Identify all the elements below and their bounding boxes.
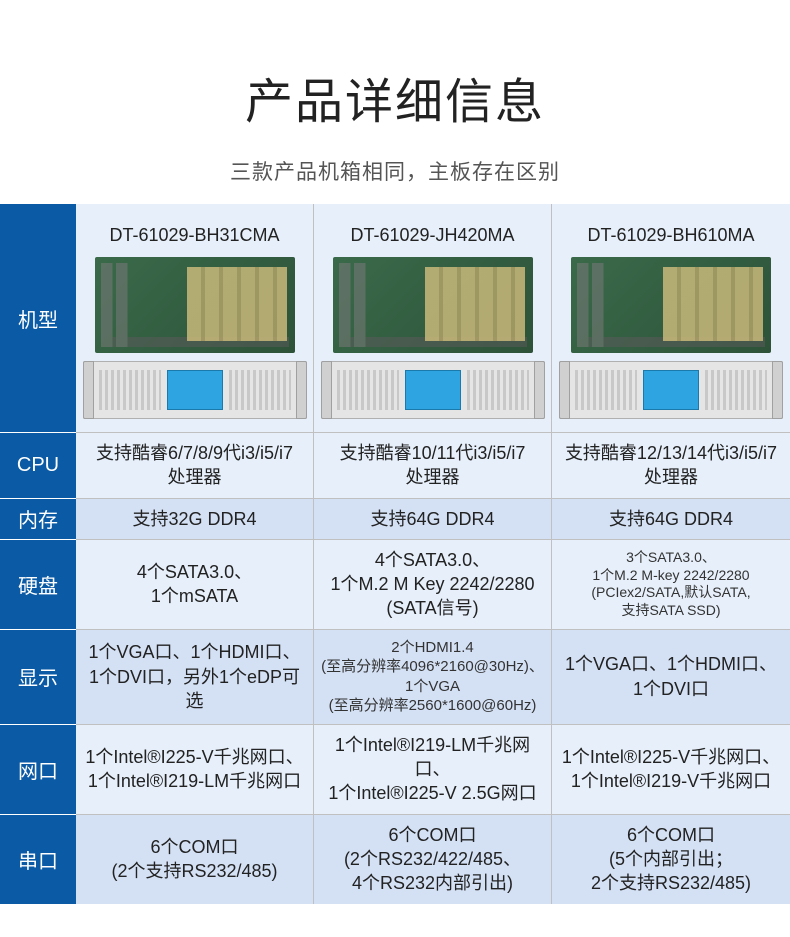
page: 产品详细信息 三款产品机箱相同，主板存在区别 机型 DT-61029-BH31C… bbox=[0, 0, 790, 904]
display-2: 1个VGA口、1个HDMI口、1个DVI口 bbox=[552, 629, 790, 724]
label-display: 显示 bbox=[0, 629, 76, 724]
label-model: 机型 bbox=[0, 204, 76, 432]
label-cpu: CPU bbox=[0, 432, 76, 498]
label-disk: 硬盘 bbox=[0, 539, 76, 629]
spec-table: 机型 DT-61029-BH31CMA DT-61029-JH420MA DT-… bbox=[0, 204, 790, 904]
serial-2: 6个COM口(5个内部引出；2个支持RS232/485) bbox=[552, 814, 790, 904]
serial-1: 6个COM口(2个RS232/422/485、4个RS232内部引出) bbox=[314, 814, 552, 904]
model-name-1: DT-61029-JH420MA bbox=[350, 223, 514, 247]
row-model: 机型 DT-61029-BH31CMA DT-61029-JH420MA DT-… bbox=[0, 204, 790, 432]
lan-0: 1个Intel®I225-V千兆网口、1个Intel®I219-LM千兆网口 bbox=[76, 724, 314, 814]
model-name-2: DT-61029-BH610MA bbox=[587, 223, 754, 247]
header: 产品详细信息 三款产品机箱相同，主板存在区别 bbox=[0, 0, 790, 204]
row-display: 显示 1个VGA口、1个HDMI口、1个DVI口，另外1个eDP可选 2个HDM… bbox=[0, 629, 790, 724]
label-serial: 串口 bbox=[0, 814, 76, 904]
page-title: 产品详细信息 bbox=[0, 62, 790, 132]
lan-2: 1个Intel®I225-V千兆网口、1个Intel®I219-V千兆网口 bbox=[552, 724, 790, 814]
model-name-0: DT-61029-BH31CMA bbox=[109, 223, 279, 247]
page-subtitle: 三款产品机箱相同，主板存在区别 bbox=[0, 156, 790, 186]
model-cell-0: DT-61029-BH31CMA bbox=[76, 204, 314, 432]
lan-1: 1个Intel®I219-LM千兆网口、1个Intel®I225-V 2.5G网… bbox=[314, 724, 552, 814]
model-cell-1: DT-61029-JH420MA bbox=[314, 204, 552, 432]
row-cpu: CPU 支持酷睿6/7/8/9代i3/i5/i7处理器 支持酷睿10/11代i3… bbox=[0, 432, 790, 498]
cpu-2: 支持酷睿12/13/14代i3/i5/i7处理器 bbox=[552, 432, 790, 498]
display-1: 2个HDMI1.4(至高分辨率4096*2160@30Hz)、1个VGA(至高分… bbox=[314, 629, 552, 724]
chassis-icon bbox=[83, 361, 307, 419]
memory-1: 支持64G DDR4 bbox=[314, 498, 552, 539]
motherboard-icon bbox=[333, 257, 533, 353]
motherboard-icon bbox=[95, 257, 295, 353]
chassis-icon bbox=[559, 361, 783, 419]
serial-0: 6个COM口(2个支持RS232/485) bbox=[76, 814, 314, 904]
model-cell-2: DT-61029-BH610MA bbox=[552, 204, 790, 432]
row-lan: 网口 1个Intel®I225-V千兆网口、1个Intel®I219-LM千兆网… bbox=[0, 724, 790, 814]
disk-1: 4个SATA3.0、1个M.2 M Key 2242/2280(SATA信号) bbox=[314, 539, 552, 629]
row-disk: 硬盘 4个SATA3.0、1个mSATA 4个SATA3.0、1个M.2 M K… bbox=[0, 539, 790, 629]
cpu-1: 支持酷睿10/11代i3/i5/i7处理器 bbox=[314, 432, 552, 498]
label-lan: 网口 bbox=[0, 724, 76, 814]
motherboard-icon bbox=[571, 257, 771, 353]
label-memory: 内存 bbox=[0, 498, 76, 539]
cpu-0: 支持酷睿6/7/8/9代i3/i5/i7处理器 bbox=[76, 432, 314, 498]
display-0: 1个VGA口、1个HDMI口、1个DVI口，另外1个eDP可选 bbox=[76, 629, 314, 724]
disk-2: 3个SATA3.0、1个M.2 M-key 2242/2280(PCIex2/S… bbox=[552, 539, 790, 629]
memory-0: 支持32G DDR4 bbox=[76, 498, 314, 539]
row-serial: 串口 6个COM口(2个支持RS232/485) 6个COM口(2个RS232/… bbox=[0, 814, 790, 904]
memory-2: 支持64G DDR4 bbox=[552, 498, 790, 539]
chassis-icon bbox=[321, 361, 545, 419]
disk-0: 4个SATA3.0、1个mSATA bbox=[76, 539, 314, 629]
row-memory: 内存 支持32G DDR4 支持64G DDR4 支持64G DDR4 bbox=[0, 498, 790, 539]
